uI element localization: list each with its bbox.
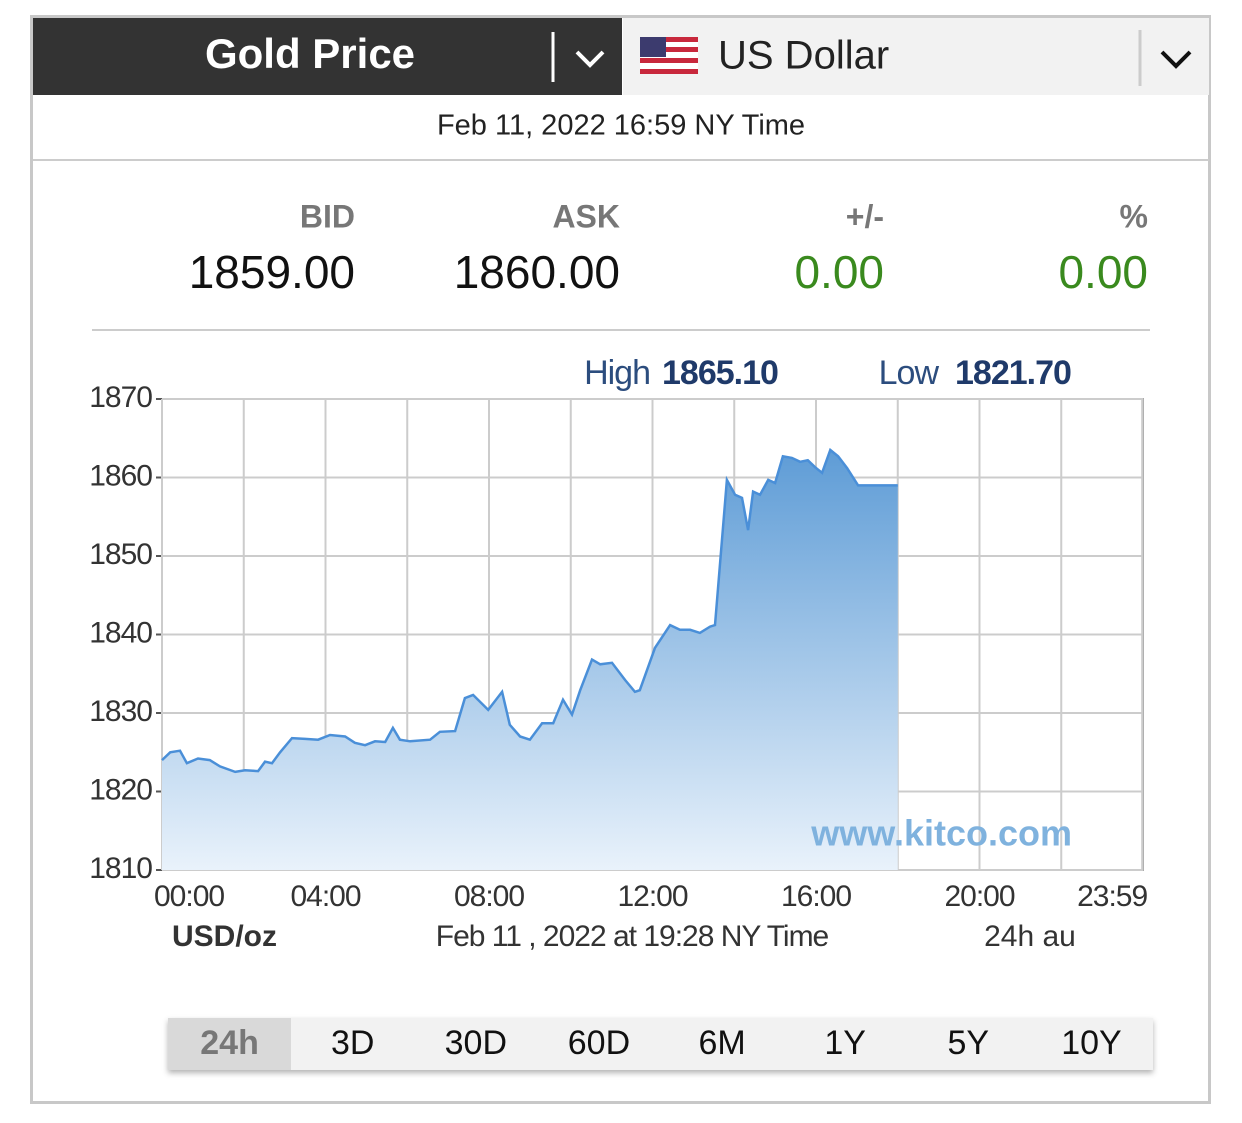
x-tick-label: 04:00 xyxy=(290,880,360,913)
unit: USD/oz xyxy=(172,920,277,953)
range-label: 3D xyxy=(331,1024,374,1062)
range-button[interactable] xyxy=(168,1018,292,1070)
range-button[interactable] xyxy=(291,1018,415,1070)
quote-value: 1859.00 xyxy=(189,246,355,298)
range-button[interactable] xyxy=(660,1018,784,1070)
area xyxy=(162,450,898,870)
y-tick-label: 1820 xyxy=(89,773,152,806)
quote-value: 1860.00 xyxy=(454,246,620,298)
quote-value: 0.00 xyxy=(794,246,884,298)
timestamp: Feb 11, 2022 16:59 NY Time xyxy=(437,110,805,142)
currency: US Dollar xyxy=(718,34,889,78)
low-label: Low xyxy=(879,354,940,392)
updated: Feb 11 , 2022 at 19:28 NY Time xyxy=(436,920,829,953)
range-label: 30D xyxy=(445,1024,507,1062)
range-button[interactable] xyxy=(414,1018,538,1070)
range-button[interactable] xyxy=(537,1018,661,1070)
quote-label: % xyxy=(1120,198,1148,234)
range-note: 24h au xyxy=(984,920,1076,953)
high-label: High xyxy=(584,354,650,392)
range-button[interactable] xyxy=(1029,1018,1153,1070)
range-button[interactable] xyxy=(906,1018,1030,1070)
quote-value: 0.00 xyxy=(1058,246,1148,298)
quote-label: BID xyxy=(300,198,355,234)
product-select[interactable] xyxy=(33,18,622,95)
x-tick-label: 20:00 xyxy=(944,880,1014,913)
y-tick-label: 1810 xyxy=(89,852,152,885)
quote-label: ASK xyxy=(552,198,620,234)
flag xyxy=(640,37,698,74)
x-tick-label: 00:00 xyxy=(154,880,224,913)
y-tick-label: 1840 xyxy=(89,616,152,649)
x-tick-label: 08:00 xyxy=(454,880,524,913)
range-label: 1Y xyxy=(824,1024,866,1062)
range-label: 24h xyxy=(200,1024,259,1062)
chevron xyxy=(575,50,605,68)
range-label: 6M xyxy=(698,1024,745,1062)
y-tick-label: 1860 xyxy=(89,459,152,492)
chevron xyxy=(1160,50,1192,69)
price-line xyxy=(161,447,898,774)
high-value: 1865.10 xyxy=(662,354,778,392)
x-tick-label: 23:59 xyxy=(1077,880,1147,913)
watermark: www.kitco.com xyxy=(810,813,1072,854)
y-tick-label: 1870 xyxy=(89,381,152,414)
x-tick-label: 16:00 xyxy=(781,880,851,913)
y-tick-label: 1850 xyxy=(89,538,152,571)
range-label: 60D xyxy=(568,1024,630,1062)
range-label: 5Y xyxy=(948,1024,990,1062)
x-tick-label: 12:00 xyxy=(617,880,687,913)
y-tick-label: 1830 xyxy=(89,695,152,728)
quote-label: +/- xyxy=(846,198,884,234)
range-button[interactable] xyxy=(783,1018,907,1070)
currency-select[interactable] xyxy=(623,18,1209,95)
product-title: Gold Price xyxy=(205,30,415,77)
range-label: 10Y xyxy=(1061,1024,1122,1062)
low-value: 1821.70 xyxy=(955,354,1071,392)
